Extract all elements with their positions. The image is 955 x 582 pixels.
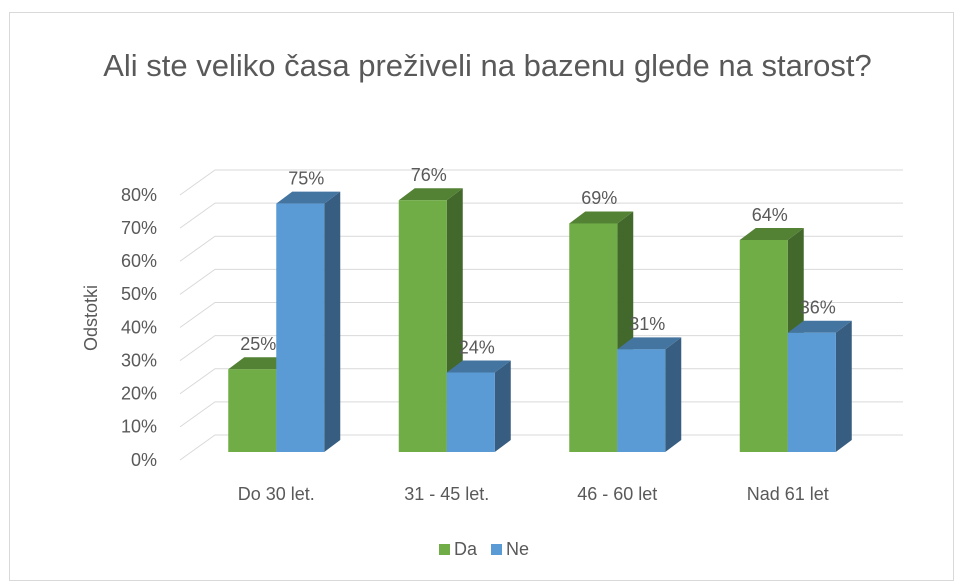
data-label: 31% [629, 314, 665, 334]
data-label: 69% [581, 188, 617, 208]
bar-side [324, 191, 341, 452]
grid-line [179, 235, 903, 262]
bar-front [739, 240, 788, 452]
data-label: 25% [240, 334, 276, 354]
bar [276, 191, 341, 452]
y-tick-label: 50% [121, 284, 157, 304]
y-tick-label: 0% [131, 450, 157, 470]
bar-side [665, 337, 682, 452]
data-label: 64% [752, 205, 788, 225]
y-tick-label: 70% [121, 218, 157, 238]
data-label: 76% [411, 165, 447, 185]
bar-front [276, 203, 325, 452]
chart-title: Ali ste veliko časa preživeli na bazenu … [103, 48, 872, 83]
bar-front [787, 332, 836, 452]
legend-label: Ne [506, 539, 529, 559]
legend-swatch [491, 544, 502, 555]
bar-top [739, 228, 804, 240]
y-tick-label: 60% [121, 251, 157, 271]
bar-front [617, 349, 666, 452]
bar-front [569, 223, 618, 452]
grid-line [179, 169, 903, 196]
bar-side [835, 320, 852, 452]
bar-top [787, 320, 852, 333]
grid-line [179, 268, 903, 295]
data-label: 75% [288, 168, 324, 188]
grid-line [179, 335, 903, 362]
grid-line [179, 302, 903, 328]
legend-swatch [439, 544, 450, 555]
x-tick-label: Do 30 let. [238, 484, 315, 504]
data-label: 36% [800, 298, 836, 318]
x-tick-label: 31 - 45 let. [404, 484, 489, 504]
bar-front [398, 200, 447, 452]
bar-top [446, 360, 511, 373]
y-tick-label: 80% [121, 185, 157, 205]
y-tick-label: 10% [121, 417, 157, 437]
bar [787, 320, 852, 452]
y-tick-label: 30% [121, 350, 157, 370]
grid-line [179, 202, 903, 229]
bar-top [569, 211, 634, 224]
bar-front [228, 369, 277, 452]
bar-top [276, 191, 341, 204]
legend-label: Da [454, 539, 478, 559]
bar-side [494, 360, 511, 452]
bar-top [398, 188, 463, 201]
bar-front [446, 372, 495, 452]
y-tick-label: 20% [121, 384, 157, 404]
y-tick-label: 40% [121, 317, 157, 337]
bar [446, 360, 511, 452]
data-label: 24% [459, 337, 495, 357]
bar [617, 337, 682, 452]
x-tick-label: Nad 61 let [747, 484, 829, 504]
chart-frame [9, 12, 954, 581]
bar-top [617, 337, 682, 350]
x-tick-label: 46 - 60 let [577, 484, 657, 504]
y-axis-label: Odstotki [81, 285, 101, 351]
